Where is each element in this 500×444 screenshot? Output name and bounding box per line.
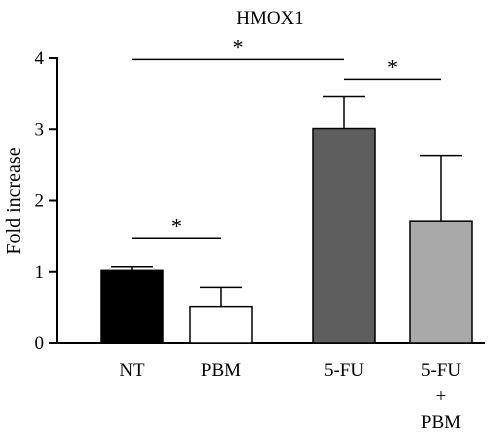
category-label: 5-FU [421, 360, 461, 381]
y-tick-label: 0 [35, 333, 45, 354]
significance-star: * [233, 34, 244, 59]
category-label: + [436, 386, 447, 407]
bars [100, 127, 473, 344]
bar [312, 127, 376, 344]
category-label: 5-FU [324, 360, 364, 381]
y-axis-label: Fold increase [3, 147, 25, 254]
category-labels: NT PBM 5-FU 5-FU + PBM [119, 360, 461, 433]
y-tick-label: 2 [35, 191, 45, 212]
bar [409, 220, 473, 344]
category-label: PBM [421, 412, 461, 433]
y-tick-label: 3 [35, 119, 45, 140]
significance-star: * [387, 54, 398, 79]
significance-annotations: * * * [132, 34, 441, 240]
significance-star: * [171, 213, 182, 238]
error-bars [111, 95, 462, 307]
category-label: PBM [201, 360, 241, 381]
chart-title: HMOX1 [236, 8, 304, 29]
y-tick-label: 4 [35, 48, 45, 69]
bar [100, 269, 164, 344]
y-tick-label: 1 [35, 262, 45, 283]
bar [189, 305, 253, 344]
category-label: NT [119, 360, 145, 381]
